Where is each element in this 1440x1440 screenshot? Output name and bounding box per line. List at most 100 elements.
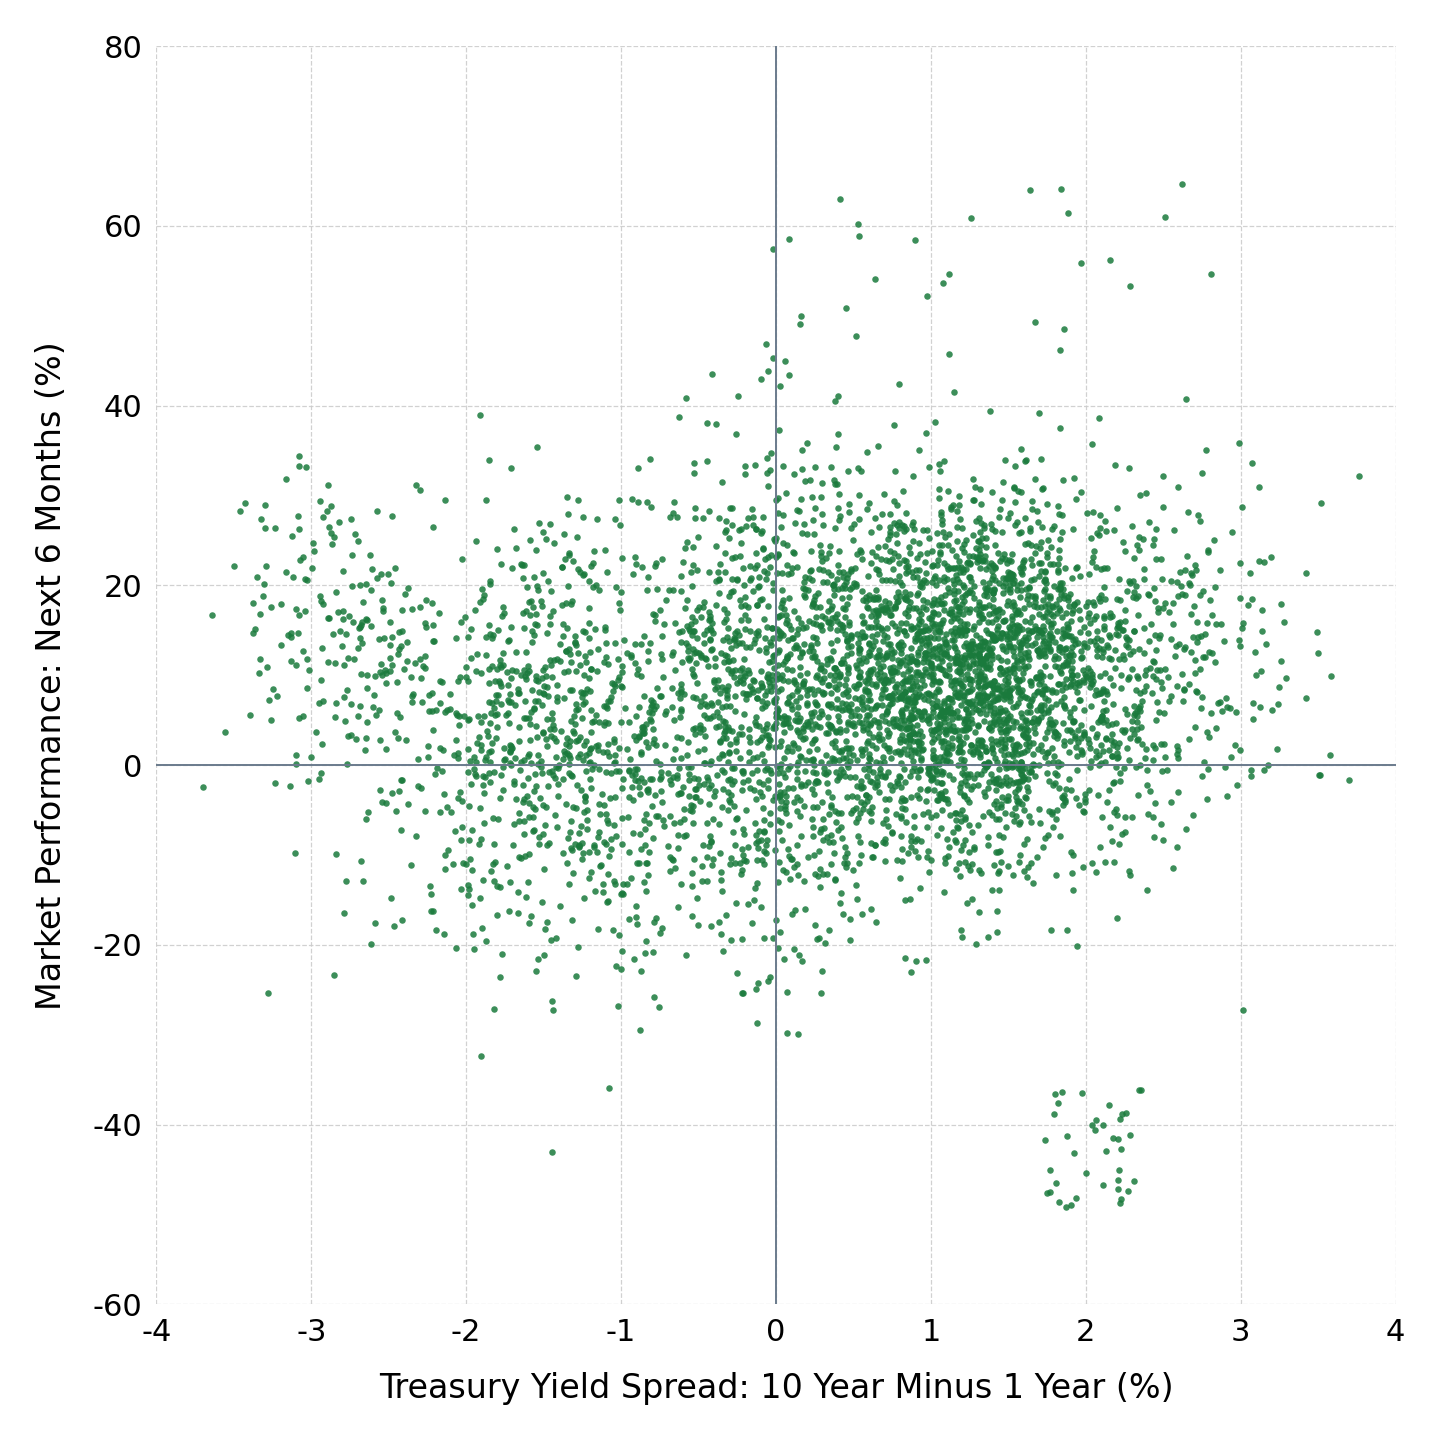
Point — [462, 937, 485, 960]
Point — [1228, 552, 1251, 575]
Point — [541, 763, 564, 786]
Point — [1092, 700, 1115, 723]
Point — [910, 746, 933, 769]
Point — [998, 680, 1021, 703]
Point — [1031, 835, 1054, 858]
Point — [811, 959, 834, 982]
Point — [900, 690, 923, 713]
Point — [1027, 707, 1050, 730]
Point — [986, 687, 1009, 710]
Point — [658, 505, 681, 528]
Point — [1020, 547, 1043, 570]
Point — [945, 530, 968, 553]
Point — [851, 611, 874, 634]
Point — [572, 563, 595, 586]
Point — [982, 852, 1005, 876]
Point — [696, 694, 719, 717]
Point — [855, 671, 878, 694]
Point — [890, 612, 913, 635]
Point — [894, 730, 917, 753]
Point — [948, 621, 971, 644]
Point — [1133, 557, 1156, 580]
Point — [840, 626, 863, 649]
Point — [907, 766, 930, 789]
Point — [684, 609, 707, 632]
Point — [664, 857, 687, 880]
Point — [1024, 765, 1047, 788]
Point — [909, 543, 932, 566]
Point — [719, 768, 742, 791]
Point — [854, 737, 877, 760]
Point — [1149, 624, 1172, 647]
Point — [942, 622, 965, 645]
Point — [871, 831, 894, 854]
Point — [508, 716, 531, 739]
Point — [1005, 511, 1028, 534]
Point — [1017, 654, 1040, 677]
Point — [315, 500, 338, 523]
Point — [857, 661, 880, 684]
Point — [1128, 783, 1151, 806]
Point — [1132, 527, 1155, 550]
Point — [1097, 778, 1120, 801]
Point — [425, 698, 448, 721]
Point — [674, 943, 697, 966]
Point — [1152, 465, 1175, 488]
Point — [1230, 616, 1253, 639]
Point — [900, 960, 923, 984]
Point — [831, 693, 854, 716]
Point — [837, 655, 860, 678]
Point — [533, 814, 556, 837]
Point — [870, 595, 893, 618]
Point — [1005, 786, 1028, 809]
Point — [497, 629, 520, 652]
Point — [930, 585, 953, 608]
Point — [992, 661, 1015, 684]
Point — [446, 742, 469, 765]
Point — [698, 792, 721, 815]
Point — [327, 600, 350, 624]
Point — [955, 716, 978, 739]
Point — [544, 730, 567, 753]
Point — [897, 690, 920, 713]
Point — [1017, 732, 1040, 755]
Point — [611, 832, 634, 855]
Point — [737, 726, 760, 749]
Point — [949, 780, 972, 804]
Point — [874, 827, 897, 850]
Point — [886, 580, 909, 603]
Point — [976, 593, 999, 616]
Point — [433, 701, 456, 724]
Point — [288, 517, 311, 540]
Point — [969, 733, 992, 756]
Point — [670, 672, 693, 696]
Point — [557, 575, 580, 598]
Point — [939, 498, 962, 521]
Point — [792, 719, 815, 742]
Point — [641, 795, 664, 818]
Point — [717, 740, 740, 763]
Point — [485, 727, 508, 750]
Point — [868, 752, 891, 775]
Point — [1128, 526, 1151, 549]
Point — [992, 744, 1015, 768]
Point — [851, 690, 874, 713]
Point — [1068, 564, 1092, 588]
Point — [631, 556, 654, 579]
Point — [894, 888, 917, 912]
Point — [1047, 1092, 1070, 1115]
Point — [896, 612, 919, 635]
Point — [668, 706, 691, 729]
Point — [668, 621, 691, 644]
Point — [1061, 720, 1084, 743]
Point — [845, 775, 868, 798]
Point — [927, 753, 950, 776]
Point — [861, 588, 884, 611]
Point — [661, 747, 684, 770]
Point — [609, 958, 632, 981]
Point — [1119, 1123, 1142, 1146]
Point — [955, 618, 978, 641]
Point — [1103, 851, 1126, 874]
Point — [1007, 691, 1030, 714]
Point — [894, 624, 917, 647]
